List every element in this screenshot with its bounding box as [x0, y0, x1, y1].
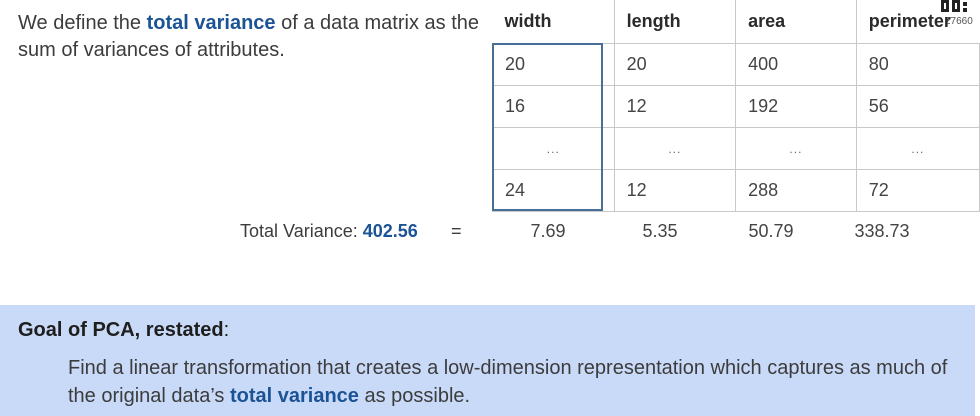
ellipsis-cell: ...	[735, 127, 857, 170]
data-matrix-table: width length area perimeter 20 20 400 80…	[492, 0, 980, 212]
table-row-ellipsis: ... ... ... ...	[492, 127, 980, 170]
qr-code-icon	[941, 0, 967, 12]
total-variance-label: Total Variance: 402.56	[240, 221, 418, 242]
variance-width: 7.69	[530, 221, 566, 241]
column-header-area: area	[735, 0, 857, 44]
table-cell: 16	[492, 85, 615, 128]
goal-body-text-2: as possible.	[358, 385, 471, 407]
variance-perimeter: 338.73	[854, 221, 910, 241]
table-cell: 72	[855, 169, 980, 212]
table-cell: 80	[855, 43, 980, 86]
intro-term: total variance	[146, 12, 276, 34]
ellipsis-cell: ...	[613, 127, 737, 170]
table-cell: 12	[613, 169, 737, 212]
table-cell: 400	[735, 43, 857, 86]
variance-area: 50.79	[748, 221, 794, 241]
goal-title-suffix: :	[223, 319, 230, 341]
ellipsis-cell: ...	[492, 127, 615, 170]
intro-paragraph: We define the total variance of a data m…	[18, 10, 488, 64]
table-cell: 288	[735, 169, 857, 212]
ellipsis-cell: ...	[855, 127, 980, 170]
goal-body-text-1: Find a linear transformation that create…	[68, 357, 948, 407]
total-variance-value: 402.56	[362, 221, 418, 241]
intro-text-1: We define the	[18, 12, 147, 34]
table-cell: 12	[613, 85, 737, 128]
table-header-row: width length area perimeter	[492, 0, 980, 44]
goal-callout: Goal of PCA, restated: Find a linear tra…	[0, 305, 975, 416]
table-row: 16 12 192 56	[492, 85, 980, 128]
goal-title-text: Goal of PCA, restated	[18, 319, 224, 341]
goal-title: Goal of PCA, restated:	[18, 317, 975, 343]
goal-body: Find a linear transformation that create…	[68, 354, 975, 410]
table-cell: 20	[492, 43, 615, 86]
table-cell: 192	[735, 85, 857, 128]
intro-text-2: of a data matrix as the sum of variances…	[18, 12, 479, 61]
table-cell: 24	[492, 169, 615, 212]
column-header-perimeter: perimeter	[868, 11, 951, 31]
table-cell: 56	[855, 85, 980, 128]
column-header-width: width	[492, 0, 615, 44]
goal-body-term: total variance	[229, 385, 359, 407]
column-header-length: length	[614, 0, 737, 44]
table-row: 24 12 288 72	[492, 169, 980, 212]
table-row: 20 20 400 80	[492, 43, 980, 86]
variance-length: 5.35	[642, 221, 678, 241]
total-variance-text: Total Variance:	[240, 221, 363, 241]
table-cell: 20	[613, 43, 737, 86]
equals-sign: =	[451, 221, 462, 241]
corner-number: 27660	[945, 16, 973, 27]
